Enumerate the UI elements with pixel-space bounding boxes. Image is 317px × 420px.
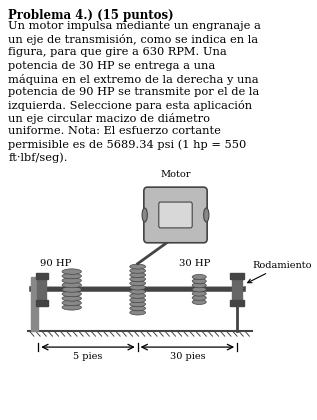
Ellipse shape xyxy=(130,302,146,307)
Text: uniforme. Nota: El esfuerzo cortante: uniforme. Nota: El esfuerzo cortante xyxy=(9,126,221,136)
Ellipse shape xyxy=(62,304,81,310)
FancyBboxPatch shape xyxy=(144,187,207,243)
Ellipse shape xyxy=(142,208,147,222)
FancyBboxPatch shape xyxy=(159,202,192,228)
Ellipse shape xyxy=(192,283,206,288)
Ellipse shape xyxy=(62,269,81,274)
Ellipse shape xyxy=(130,268,146,273)
Ellipse shape xyxy=(62,278,81,283)
Ellipse shape xyxy=(192,275,206,279)
Ellipse shape xyxy=(130,277,146,282)
Text: máquina en el extremo de la derecha y una: máquina en el extremo de la derecha y un… xyxy=(9,74,259,85)
Bar xyxy=(36,273,48,278)
Text: un eje circular macizo de diámetro: un eje circular macizo de diámetro xyxy=(9,113,210,124)
Bar xyxy=(37,276,46,303)
Text: Motor: Motor xyxy=(160,170,191,179)
Ellipse shape xyxy=(62,282,81,288)
Text: un eje de transmisión, como se indica en la: un eje de transmisión, como se indica en… xyxy=(9,34,259,45)
Text: Problema 4.) (15 puntos): Problema 4.) (15 puntos) xyxy=(9,9,174,22)
Text: ft·lbf/seg).: ft·lbf/seg). xyxy=(9,152,68,163)
Text: figura, para que gire a 630 RPM. Una: figura, para que gire a 630 RPM. Una xyxy=(9,47,227,58)
Ellipse shape xyxy=(130,306,146,311)
Bar xyxy=(36,300,48,306)
Ellipse shape xyxy=(130,310,146,315)
Text: 30 HP: 30 HP xyxy=(179,259,210,268)
Ellipse shape xyxy=(130,289,146,294)
Ellipse shape xyxy=(192,299,206,304)
Bar xyxy=(230,300,244,306)
Bar xyxy=(230,273,244,278)
Ellipse shape xyxy=(62,296,81,301)
Text: permisible es de 5689.34 psi (1 hp = 550: permisible es de 5689.34 psi (1 hp = 550 xyxy=(9,139,247,150)
Ellipse shape xyxy=(192,291,206,296)
Ellipse shape xyxy=(130,293,146,298)
Text: 90 HP: 90 HP xyxy=(40,259,72,268)
Ellipse shape xyxy=(192,295,206,300)
Bar xyxy=(31,276,38,331)
Ellipse shape xyxy=(192,287,206,292)
Bar xyxy=(232,276,242,302)
Ellipse shape xyxy=(130,281,146,286)
Ellipse shape xyxy=(130,285,146,290)
Text: Un motor impulsa mediante un engranaje a: Un motor impulsa mediante un engranaje a xyxy=(9,21,261,31)
Text: 30 pies: 30 pies xyxy=(170,352,205,361)
Text: potencia de 90 HP se transmite por el de la: potencia de 90 HP se transmite por el de… xyxy=(9,87,260,97)
Text: Rodamiento: Rodamiento xyxy=(248,261,312,283)
Ellipse shape xyxy=(62,291,81,297)
Ellipse shape xyxy=(62,273,81,279)
Ellipse shape xyxy=(204,208,209,222)
Ellipse shape xyxy=(62,287,81,292)
Ellipse shape xyxy=(130,264,146,269)
Ellipse shape xyxy=(130,273,146,278)
Text: izquierda. Seleccione para esta aplicación: izquierda. Seleccione para esta aplicaci… xyxy=(9,100,253,111)
Ellipse shape xyxy=(62,300,81,306)
Ellipse shape xyxy=(192,278,206,284)
Text: 5 pies: 5 pies xyxy=(73,352,103,361)
Text: potencia de 30 HP se entrega a una: potencia de 30 HP se entrega a una xyxy=(9,60,216,71)
Ellipse shape xyxy=(130,297,146,302)
